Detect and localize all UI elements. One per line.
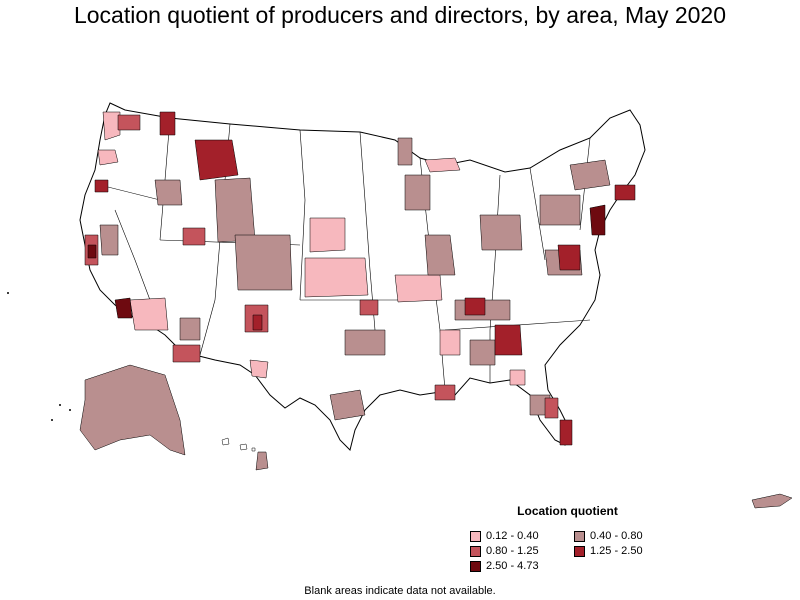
puerto-rico bbox=[751, 493, 793, 509]
legend-swatch-3 bbox=[574, 545, 585, 557]
hawaii bbox=[221, 437, 269, 471]
area-illinois bbox=[424, 234, 456, 276]
legend-label-1: 0.40 - 0.80 bbox=[590, 530, 643, 542]
legend-label-2: 0.80 - 1.25 bbox=[486, 545, 539, 557]
area-nebraska-east bbox=[309, 217, 346, 253]
legend-label-4: 2.50 - 4.73 bbox=[486, 560, 539, 572]
area-idaho-north bbox=[159, 111, 176, 136]
area-utah-ne bbox=[182, 227, 206, 246]
area-minnesota bbox=[397, 137, 413, 166]
area-florida-east bbox=[544, 397, 559, 419]
legend-swatch-2 bbox=[470, 545, 481, 557]
area-dc-region bbox=[557, 244, 581, 271]
area-idaho bbox=[154, 179, 183, 206]
legend-swatch-1 bbox=[574, 530, 585, 542]
area-texas-central bbox=[329, 389, 366, 421]
area-michigan-up bbox=[424, 157, 461, 173]
area-california-central bbox=[99, 224, 119, 256]
aleutian-islands bbox=[7, 292, 71, 421]
area-colorado bbox=[214, 177, 256, 243]
area-ohio bbox=[479, 214, 523, 251]
area-alaska bbox=[79, 364, 186, 456]
area-oklahoma bbox=[344, 329, 386, 356]
map-legend: Location quotient 0.12 - 0.40 0.40 - 0.8… bbox=[470, 504, 700, 572]
area-georgia-south bbox=[509, 369, 526, 386]
legend-label-0: 0.12 - 0.40 bbox=[486, 530, 539, 542]
area-alabama bbox=[469, 339, 496, 366]
area-georgia-atlanta bbox=[494, 324, 523, 356]
area-new-york-city bbox=[589, 204, 606, 236]
legend-item-4: 2.50 - 4.73 bbox=[470, 560, 574, 572]
area-arizona-south bbox=[172, 344, 201, 363]
footnote: Blank areas indicate data not available. bbox=[304, 585, 496, 597]
area-oklahoma-c bbox=[359, 299, 379, 316]
legend-swatch-4 bbox=[470, 560, 481, 572]
legend-item-2: 0.80 - 1.25 bbox=[470, 545, 574, 557]
area-kansas bbox=[304, 257, 369, 298]
area-new-mexico bbox=[179, 317, 201, 341]
area-new-york bbox=[569, 159, 611, 191]
area-wisconsin bbox=[404, 174, 431, 211]
area-pennsylvania bbox=[539, 194, 581, 226]
area-montana-west bbox=[194, 139, 239, 181]
area-missouri bbox=[394, 274, 443, 303]
area-new-mexico-sf bbox=[252, 314, 263, 331]
area-louisiana bbox=[434, 384, 456, 401]
area-fills bbox=[79, 111, 636, 456]
legend-swatch-0 bbox=[470, 530, 481, 542]
legend-item-0: 0.12 - 0.40 bbox=[470, 530, 574, 542]
legend-title: Location quotient bbox=[517, 504, 618, 518]
legend-label-3: 1.25 - 2.50 bbox=[590, 545, 643, 557]
map-title: Location quotient of producers and direc… bbox=[73, 2, 727, 28]
area-florida-south bbox=[559, 419, 573, 446]
legend-item-3: 1.25 - 2.50 bbox=[574, 545, 678, 557]
legend-grid: 0.12 - 0.40 0.40 - 0.80 0.80 - 1.25 1.25… bbox=[470, 530, 700, 572]
area-washington-central bbox=[117, 114, 141, 131]
legend-item-1: 0.40 - 0.80 bbox=[574, 530, 678, 542]
area-arizona bbox=[129, 297, 169, 331]
area-tennessee-nashville bbox=[464, 297, 486, 316]
area-san-francisco bbox=[87, 244, 97, 259]
area-arkansas bbox=[439, 329, 461, 356]
area-washington-west bbox=[102, 111, 121, 141]
area-los-angeles bbox=[114, 297, 133, 319]
area-oregon bbox=[97, 149, 119, 166]
area-oregon-central bbox=[94, 179, 109, 193]
area-texas-west bbox=[249, 359, 269, 379]
area-colorado-south bbox=[234, 234, 293, 291]
area-massachusetts bbox=[614, 184, 636, 201]
